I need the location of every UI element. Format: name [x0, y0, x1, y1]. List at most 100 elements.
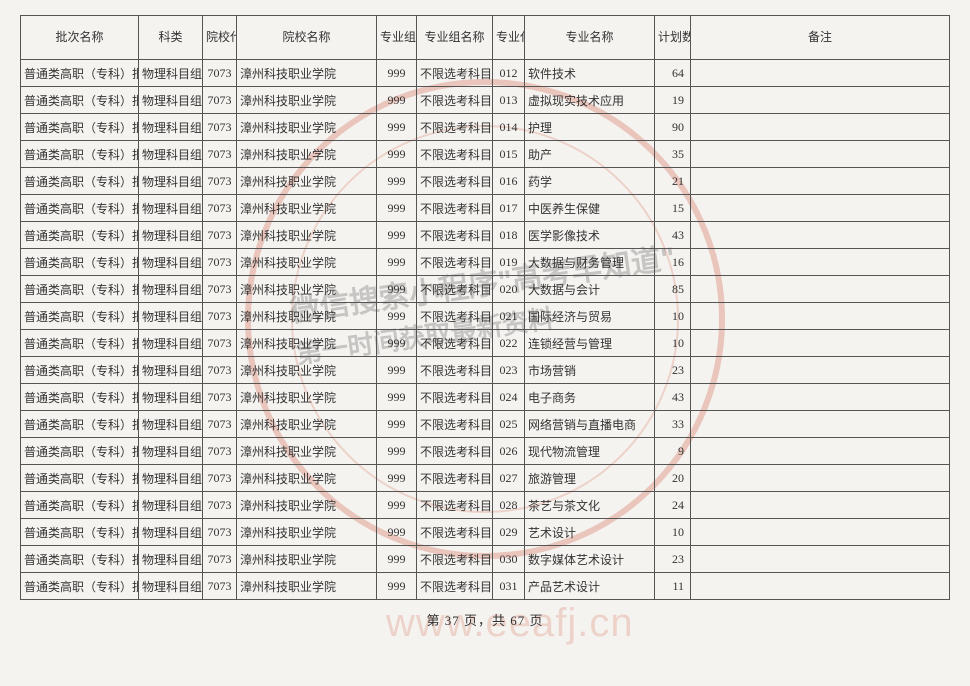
- group-code-cell: 999: [377, 573, 417, 600]
- subject-cell: 物理科目组: [139, 465, 203, 492]
- table-row: 普通类高职（专科）批物理科目组7073漳州科技职业学院999不限选考科目025网…: [21, 411, 950, 438]
- remark-cell: [691, 492, 950, 519]
- subject-cell: 物理科目组: [139, 141, 203, 168]
- table-row: 普通类高职（专科）批物理科目组7073漳州科技职业学院999不限选考科目015助…: [21, 141, 950, 168]
- th-plan: 计划数: [655, 16, 691, 60]
- school-name-cell: 漳州科技职业学院: [237, 141, 377, 168]
- group-code-cell: 999: [377, 60, 417, 87]
- school-name-cell: 漳州科技职业学院: [237, 546, 377, 573]
- plan-cell: 90: [655, 114, 691, 141]
- plan-cell: 10: [655, 330, 691, 357]
- subject-cell: 物理科目组: [139, 438, 203, 465]
- major-name-cell: 药学: [525, 168, 655, 195]
- major-code-cell: 020: [493, 276, 525, 303]
- table-row: 普通类高职（专科）批物理科目组7073漳州科技职业学院999不限选考科目030数…: [21, 546, 950, 573]
- school-name-cell: 漳州科技职业学院: [237, 492, 377, 519]
- plan-cell: 43: [655, 222, 691, 249]
- table-row: 普通类高职（专科）批物理科目组7073漳州科技职业学院999不限选考科目020大…: [21, 276, 950, 303]
- school-code-cell: 7073: [203, 330, 237, 357]
- table-row: 普通类高职（专科）批物理科目组7073漳州科技职业学院999不限选考科目013虚…: [21, 87, 950, 114]
- batch-cell: 普通类高职（专科）批: [21, 141, 139, 168]
- major-code-cell: 014: [493, 114, 525, 141]
- batch-cell: 普通类高职（专科）批: [21, 114, 139, 141]
- group-name-cell: 不限选考科目: [417, 114, 493, 141]
- batch-cell: 普通类高职（专科）批: [21, 303, 139, 330]
- plan-cell: 21: [655, 168, 691, 195]
- remark-cell: [691, 303, 950, 330]
- subject-cell: 物理科目组: [139, 249, 203, 276]
- subject-cell: 物理科目组: [139, 276, 203, 303]
- group-name-cell: 不限选考科目: [417, 573, 493, 600]
- school-code-cell: 7073: [203, 168, 237, 195]
- th-gname: 专业组名称: [417, 16, 493, 60]
- group-code-cell: 999: [377, 438, 417, 465]
- table-row: 普通类高职（专科）批物理科目组7073漳州科技职业学院999不限选考科目029艺…: [21, 519, 950, 546]
- batch-cell: 普通类高职（专科）批: [21, 330, 139, 357]
- major-code-cell: 012: [493, 60, 525, 87]
- major-name-cell: 国际经济与贸易: [525, 303, 655, 330]
- major-name-cell: 网络营销与直播电商: [525, 411, 655, 438]
- group-code-cell: 999: [377, 519, 417, 546]
- major-name-cell: 大数据与财务管理: [525, 249, 655, 276]
- major-name-cell: 电子商务: [525, 384, 655, 411]
- group-name-cell: 不限选考科目: [417, 141, 493, 168]
- major-code-cell: 019: [493, 249, 525, 276]
- group-name-cell: 不限选考科目: [417, 222, 493, 249]
- remark-cell: [691, 87, 950, 114]
- school-name-cell: 漳州科技职业学院: [237, 60, 377, 87]
- table-row: 普通类高职（专科）批物理科目组7073漳州科技职业学院999不限选考科目014护…: [21, 114, 950, 141]
- subject-cell: 物理科目组: [139, 195, 203, 222]
- group-name-cell: 不限选考科目: [417, 465, 493, 492]
- group-name-cell: 不限选考科目: [417, 249, 493, 276]
- group-name-cell: 不限选考科目: [417, 411, 493, 438]
- remark-cell: [691, 573, 950, 600]
- major-code-cell: 021: [493, 303, 525, 330]
- school-name-cell: 漳州科技职业学院: [237, 519, 377, 546]
- group-code-cell: 999: [377, 222, 417, 249]
- remark-cell: [691, 276, 950, 303]
- group-name-cell: 不限选考科目: [417, 330, 493, 357]
- remark-cell: [691, 114, 950, 141]
- remark-cell: [691, 411, 950, 438]
- school-code-cell: 7073: [203, 519, 237, 546]
- plan-cell: 64: [655, 60, 691, 87]
- major-name-cell: 护理: [525, 114, 655, 141]
- batch-cell: 普通类高职（专科）批: [21, 465, 139, 492]
- major-name-cell: 旅游管理: [525, 465, 655, 492]
- major-name-cell: 现代物流管理: [525, 438, 655, 465]
- group-code-cell: 999: [377, 384, 417, 411]
- table-row: 普通类高职（专科）批物理科目组7073漳州科技职业学院999不限选考科目018医…: [21, 222, 950, 249]
- batch-cell: 普通类高职（专科）批: [21, 60, 139, 87]
- group-name-cell: 不限选考科目: [417, 519, 493, 546]
- school-name-cell: 漳州科技职业学院: [237, 330, 377, 357]
- batch-cell: 普通类高职（专科）批: [21, 438, 139, 465]
- remark-cell: [691, 438, 950, 465]
- table-row: 普通类高职（专科）批物理科目组7073漳州科技职业学院999不限选考科目017中…: [21, 195, 950, 222]
- school-code-cell: 7073: [203, 384, 237, 411]
- remark-cell: [691, 384, 950, 411]
- subject-cell: 物理科目组: [139, 303, 203, 330]
- school-code-cell: 7073: [203, 114, 237, 141]
- school-code-cell: 7073: [203, 276, 237, 303]
- batch-cell: 普通类高职（专科）批: [21, 573, 139, 600]
- group-code-cell: 999: [377, 276, 417, 303]
- group-code-cell: 999: [377, 465, 417, 492]
- group-name-cell: 不限选考科目: [417, 87, 493, 114]
- major-code-cell: 027: [493, 465, 525, 492]
- group-name-cell: 不限选考科目: [417, 168, 493, 195]
- th-batch: 批次名称: [21, 16, 139, 60]
- table-row: 普通类高职（专科）批物理科目组7073漳州科技职业学院999不限选考科目028茶…: [21, 492, 950, 519]
- major-code-cell: 025: [493, 411, 525, 438]
- school-code-cell: 7073: [203, 411, 237, 438]
- group-name-cell: 不限选考科目: [417, 60, 493, 87]
- plan-cell: 10: [655, 519, 691, 546]
- major-name-cell: 茶艺与茶文化: [525, 492, 655, 519]
- batch-cell: 普通类高职（专科）批: [21, 195, 139, 222]
- major-code-cell: 031: [493, 573, 525, 600]
- group-name-cell: 不限选考科目: [417, 438, 493, 465]
- plan-cell: 23: [655, 357, 691, 384]
- table-header: 批次名称 科类 院校代号 院校名称 专业组代号 专业组名称 专业代号 专业名称 …: [21, 16, 950, 60]
- subject-cell: 物理科目组: [139, 168, 203, 195]
- th-major: 专业名称: [525, 16, 655, 60]
- th-subject: 科类: [139, 16, 203, 60]
